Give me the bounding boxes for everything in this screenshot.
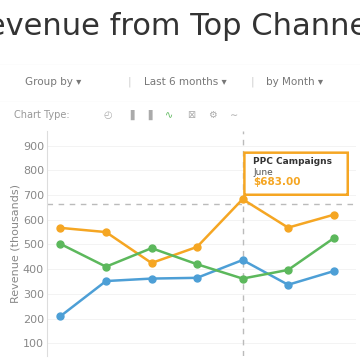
Text: ▐: ▐	[126, 110, 133, 120]
Text: by Month ▾: by Month ▾	[266, 77, 324, 87]
Text: PPC Campaigns: PPC Campaigns	[253, 157, 332, 166]
Text: ∼: ∼	[230, 110, 238, 120]
Text: ∿: ∿	[165, 110, 173, 120]
Text: Chart Type:: Chart Type:	[14, 110, 70, 120]
Text: $683.00: $683.00	[253, 178, 301, 187]
Text: |: |	[128, 77, 131, 87]
FancyBboxPatch shape	[244, 153, 348, 195]
Text: June: June	[253, 168, 273, 177]
Text: |: |	[250, 77, 254, 87]
Y-axis label: Revenue (thousands): Revenue (thousands)	[10, 184, 20, 303]
Text: Group by ▾: Group by ▾	[25, 77, 82, 87]
Text: Last 6 months ▾: Last 6 months ▾	[144, 77, 227, 87]
Text: ▐: ▐	[144, 110, 151, 120]
Text: ⚙: ⚙	[208, 110, 217, 120]
Text: Revenue from Top Channels: Revenue from Top Channels	[0, 12, 360, 41]
Text: ⊠: ⊠	[187, 110, 195, 120]
Text: ◴: ◴	[104, 110, 112, 120]
